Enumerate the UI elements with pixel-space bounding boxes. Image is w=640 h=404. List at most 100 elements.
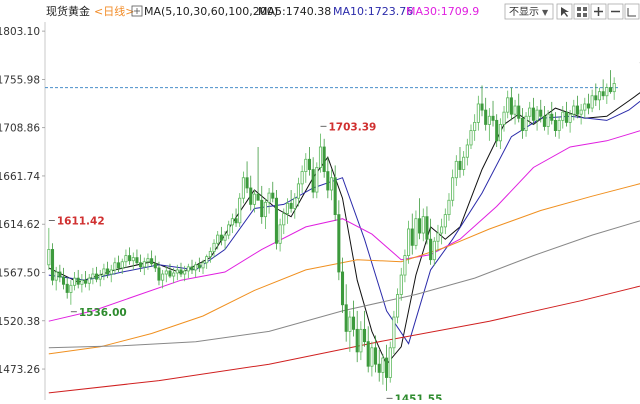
candle [66, 277, 68, 299]
candle [536, 106, 538, 131]
candle-body-up [396, 295, 398, 318]
candle-body-up [301, 172, 303, 184]
candle [305, 153, 307, 183]
candle-body-up [444, 215, 446, 227]
tool-minus-icon[interactable] [608, 4, 623, 19]
candle-body-up [253, 194, 255, 204]
candle-body-down [290, 203, 292, 208]
candle-body-up [360, 329, 362, 352]
candle [580, 104, 582, 124]
candle-body-up [209, 251, 211, 256]
candle [459, 147, 461, 178]
candle-body-up [422, 217, 424, 233]
tool-expand-icon[interactable] [625, 4, 639, 19]
candle-body-up [598, 92, 600, 100]
candle-body-up [591, 96, 593, 108]
candle [393, 311, 395, 354]
candle-body-up [470, 131, 472, 145]
candle-body-down [338, 215, 340, 272]
candle-body-up [202, 263, 204, 268]
candle [407, 221, 409, 264]
candle [360, 321, 362, 360]
candle-body-up [283, 214, 285, 225]
candle-body-up [463, 157, 465, 169]
candle-body-up [466, 145, 468, 157]
candle [396, 288, 398, 323]
candle [301, 165, 303, 193]
tool-plus-icon[interactable] [591, 4, 606, 19]
candle-body-down [532, 108, 534, 120]
candle-body-down [345, 305, 347, 332]
candle [485, 98, 487, 131]
candle [356, 311, 358, 362]
candle-body-down [272, 193, 274, 198]
chevron-down-icon: ▼ [542, 8, 549, 17]
candle [422, 208, 424, 241]
candle-body-up [389, 348, 391, 378]
candle [613, 77, 615, 100]
candle-body-down [312, 170, 314, 193]
candle [261, 186, 263, 224]
display-dropdown-label: 不显示 [509, 6, 539, 18]
candle [349, 311, 351, 352]
candle-body-down [62, 277, 64, 284]
y-tick-label: 1473.26 [0, 364, 40, 376]
candle-body-up [305, 159, 307, 171]
candle-body-up [415, 219, 417, 246]
candle-body-up [195, 265, 197, 270]
candle-body-down [198, 265, 200, 268]
candle [308, 147, 310, 176]
candle [110, 265, 112, 282]
candle-body-up [400, 275, 402, 294]
candle-body-up [349, 317, 351, 331]
candle-body-up [73, 278, 75, 285]
y-tick-label: 1661.74 [0, 171, 40, 183]
display-dropdown[interactable]: 不显示 ▼ [505, 4, 553, 19]
candle [404, 249, 406, 282]
candle-body-down [341, 272, 343, 305]
candle [143, 258, 145, 275]
candle-body-down [378, 364, 380, 372]
candle-body-up [110, 270, 112, 274]
candle-body-up [525, 116, 527, 130]
candle [191, 260, 193, 274]
candle [338, 200, 340, 280]
period-label[interactable]: <日线> [94, 4, 134, 18]
tool-select-icon[interactable] [557, 4, 572, 19]
candle [99, 270, 101, 286]
candle [187, 264, 189, 278]
candle-body-up [92, 274, 94, 278]
candle [95, 267, 97, 282]
candle-body-up [584, 104, 586, 110]
candle [48, 228, 50, 270]
candle-body-down [576, 106, 578, 114]
candle [81, 274, 83, 292]
marker-label: 1536.00 [79, 307, 127, 319]
candle [488, 108, 490, 141]
candle [562, 106, 564, 129]
candle-body-up [440, 227, 442, 233]
high-price-marker: 1611.42 [49, 215, 105, 227]
candle [602, 79, 604, 99]
candle [389, 342, 391, 383]
candle [220, 227, 222, 245]
ma10-value: MA10:1723.76 [333, 5, 413, 18]
candle-body-down [84, 280, 86, 283]
candle-body-down [510, 98, 512, 114]
y-axis: 1803.101755.981708.861661.741614.621567.… [0, 26, 45, 376]
candle [330, 170, 332, 201]
candle-body-up [268, 193, 270, 202]
candle-body-up [103, 269, 105, 275]
candle [70, 280, 72, 305]
tool-grid-icon[interactable] [574, 4, 589, 19]
candle [455, 155, 457, 186]
candle [231, 214, 233, 233]
candle [272, 182, 274, 202]
y-tick-label: 1567.50 [0, 267, 40, 279]
candles [48, 70, 616, 391]
candle-body-down [492, 116, 494, 120]
candle-body-up [455, 161, 457, 177]
candle [242, 172, 244, 204]
candle-body-down [191, 267, 193, 270]
